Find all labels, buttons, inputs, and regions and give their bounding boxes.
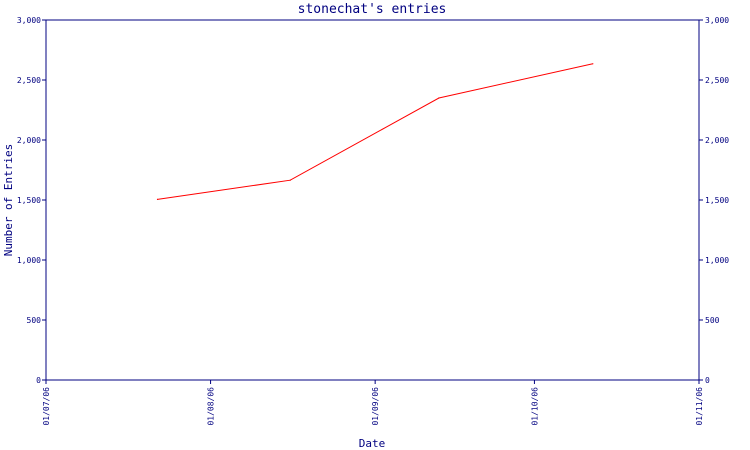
y-tick-label: 1,500 bbox=[17, 196, 41, 205]
y-tick-label-right: 1,000 bbox=[705, 256, 729, 265]
y-tick-label-right: 2,000 bbox=[705, 136, 729, 145]
x-tick-label: 01/07/06 bbox=[42, 387, 51, 426]
y-tick-label-right: 0 bbox=[705, 376, 710, 385]
chart-title: stonechat's entries bbox=[298, 2, 447, 17]
series-layer bbox=[156, 63, 594, 200]
data-point bbox=[289, 179, 291, 181]
data-point bbox=[592, 63, 594, 65]
y-tick-label: 1,000 bbox=[17, 256, 41, 265]
x-axis-title: Date bbox=[359, 437, 386, 450]
x-tick-label: 01/10/06 bbox=[530, 387, 539, 426]
y-axis-title: Number of Entries bbox=[2, 144, 15, 257]
series-line bbox=[157, 63, 593, 200]
x-ticks: 01/07/06 01/08/06 01/09/06 01/10/06 01/11/06 bbox=[42, 380, 704, 426]
y-tick-label: 0 bbox=[36, 376, 41, 385]
data-point bbox=[438, 97, 440, 99]
left-y-ticks: 0 500 1,000 1,500 2,000 2,500 3,000 bbox=[17, 16, 46, 385]
y-tick-label: 2,500 bbox=[17, 76, 41, 85]
y-tick-label-right: 1,500 bbox=[705, 196, 729, 205]
y-tick-label: 3,000 bbox=[17, 16, 41, 25]
x-tick-label: 01/08/06 bbox=[207, 387, 216, 426]
right-y-ticks: 0 500 1,000 1,500 2,000 2,500 3,000 bbox=[699, 16, 729, 385]
y-tick-label: 500 bbox=[27, 316, 42, 325]
y-tick-label-right: 2,500 bbox=[705, 76, 729, 85]
data-point bbox=[156, 198, 159, 200]
y-tick-label-right: 500 bbox=[705, 316, 720, 325]
y-tick-label: 2,000 bbox=[17, 136, 41, 145]
x-tick-label: 01/11/06 bbox=[695, 387, 704, 426]
y-tick-label-right: 3,000 bbox=[705, 16, 729, 25]
x-tick-label: 01/09/06 bbox=[371, 387, 380, 426]
plot-frame bbox=[45, 19, 700, 381]
